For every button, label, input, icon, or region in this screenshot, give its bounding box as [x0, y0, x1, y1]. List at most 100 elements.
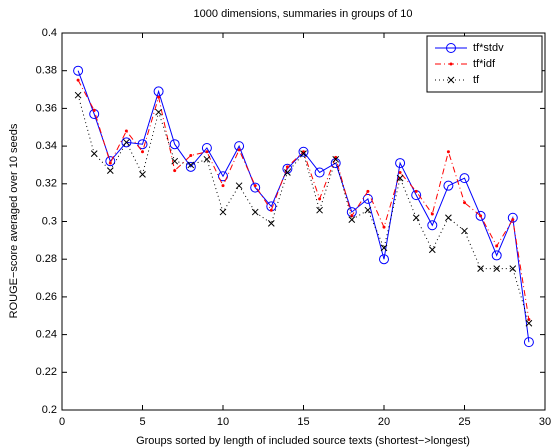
marker — [509, 265, 517, 272]
x-tick-label: 0 — [59, 416, 65, 428]
marker — [218, 171, 228, 182]
y-tick-label: 0.32 — [36, 178, 57, 190]
marker — [477, 265, 484, 272]
marker — [523, 337, 534, 348]
marker — [187, 161, 195, 169]
marker — [155, 108, 162, 116]
legend-box — [426, 35, 543, 93]
marker — [121, 137, 132, 148]
x-tick-label: 30 — [539, 416, 551, 428]
marker — [348, 216, 356, 223]
marker — [173, 169, 177, 173]
marker — [298, 146, 309, 157]
marker — [396, 174, 404, 182]
marker — [250, 182, 261, 193]
marker — [269, 208, 273, 212]
marker — [493, 265, 501, 272]
marker — [123, 138, 130, 146]
marker — [479, 214, 483, 218]
marker — [76, 78, 80, 82]
marker — [285, 165, 289, 169]
marker — [382, 225, 386, 229]
marker — [430, 212, 434, 216]
marker — [189, 154, 193, 158]
y-tick-label: 0.28 — [36, 253, 57, 265]
marker — [461, 227, 468, 235]
x-tick-label: 5 — [139, 416, 145, 428]
marker — [221, 184, 225, 188]
marker — [443, 180, 454, 191]
x-tick-label: 15 — [297, 416, 309, 428]
marker — [395, 158, 406, 169]
plot-area — [61, 32, 546, 411]
y-tick-label: 0.24 — [36, 329, 57, 341]
marker — [74, 91, 82, 99]
marker — [314, 167, 325, 178]
x-tick-label: 25 — [458, 416, 470, 428]
marker — [124, 129, 128, 133]
marker — [412, 214, 420, 222]
marker — [318, 197, 322, 201]
marker — [525, 319, 533, 327]
marker — [284, 169, 291, 176]
x-tick-label: 20 — [378, 416, 390, 428]
y-tick-label: 0.4 — [42, 27, 57, 39]
marker — [157, 95, 161, 99]
marker — [282, 163, 293, 174]
marker — [428, 246, 436, 254]
marker — [219, 208, 227, 216]
marker — [475, 210, 486, 221]
x-axis-label: Groups sorted by length of included sour… — [136, 435, 470, 447]
legend-label: tf*idf — [473, 58, 496, 70]
marker — [169, 139, 180, 150]
marker — [92, 108, 96, 112]
x-tick-label: 10 — [217, 416, 229, 428]
marker — [459, 173, 470, 184]
marker — [427, 220, 438, 231]
marker — [445, 214, 452, 222]
marker — [235, 182, 243, 190]
marker — [495, 244, 499, 248]
marker — [491, 250, 502, 261]
marker — [251, 208, 259, 216]
legend-label: tf*stdv — [473, 42, 504, 54]
marker — [379, 254, 389, 265]
marker — [185, 161, 196, 172]
marker — [105, 156, 116, 167]
marker — [316, 206, 323, 214]
marker — [90, 150, 98, 157]
marker — [171, 157, 179, 165]
marker — [511, 218, 515, 222]
y-tick-label: 0.2 — [42, 404, 57, 416]
marker — [366, 189, 370, 193]
marker — [237, 148, 241, 152]
marker — [73, 65, 84, 76]
legend-marker — [447, 76, 455, 84]
marker — [139, 171, 146, 178]
marker — [253, 184, 257, 188]
chart-title: 1000 dimensions, summaries in groups of … — [194, 8, 413, 20]
marker — [267, 220, 275, 227]
y-tick-label: 0.38 — [36, 65, 57, 77]
marker — [398, 170, 402, 174]
marker — [332, 155, 340, 163]
marker — [380, 244, 388, 252]
marker — [463, 201, 466, 205]
y-axis-label: ROUGE−score averaged over 10 seeds — [8, 123, 20, 318]
marker — [203, 155, 211, 163]
y-tick-label: 0.22 — [36, 366, 57, 378]
legend-marker — [446, 43, 456, 53]
legend-marker — [449, 62, 453, 66]
marker — [414, 189, 418, 193]
marker — [141, 150, 144, 154]
y-tick-label: 0.3 — [42, 215, 57, 227]
marker — [137, 139, 148, 150]
marker — [205, 150, 209, 154]
legend-label: tf — [473, 74, 480, 86]
marker — [364, 206, 372, 214]
marker — [108, 161, 112, 165]
y-tick-label: 0.26 — [36, 291, 57, 303]
marker — [300, 150, 307, 157]
marker — [106, 167, 114, 174]
